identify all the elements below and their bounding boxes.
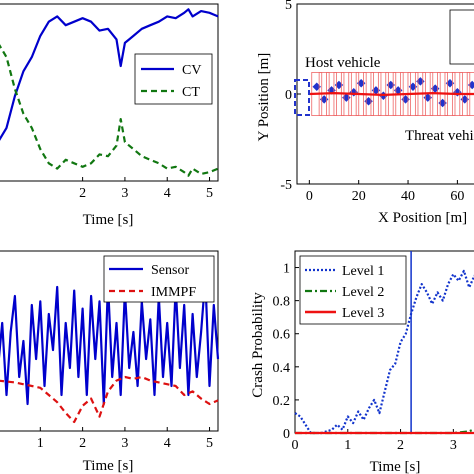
x-tick-label: 2: [397, 438, 404, 453]
data-point: [356, 78, 366, 88]
y-tick-label: 0: [283, 427, 290, 442]
x-axis-label: Time [s]: [83, 212, 134, 228]
x-tick-label: 1: [344, 438, 351, 453]
data-point: [416, 77, 425, 86]
x-tick-label: 3: [121, 436, 128, 451]
legend-label-level-2: Level 2: [342, 285, 384, 300]
legend-label-level-3: Level 3: [342, 306, 384, 321]
legend: Level 1 Level 2 Level 3: [299, 255, 407, 325]
series-line-ct: [0, 44, 219, 177]
data-point: [460, 95, 470, 104]
y-tick-label: 0: [285, 88, 292, 103]
data-point: [312, 82, 321, 92]
x-tick-label: 3: [121, 186, 128, 201]
data-point: [467, 80, 474, 90]
plot-frame: [0, 250, 219, 432]
legend-label-ct: CT: [182, 85, 200, 100]
plot-frame: [0, 3, 219, 182]
x-tick-label: 3: [450, 438, 457, 453]
series-line-series-1: [309, 91, 474, 97]
data-point: [386, 80, 396, 90]
x-tick-label: 5: [206, 436, 213, 451]
data-point: [334, 80, 344, 90]
data-point: [364, 96, 373, 106]
legend: CV CT: [134, 53, 213, 105]
annotation-host-vehicle: Host vehicle: [305, 55, 381, 71]
y-tick-label: 0.6: [273, 328, 291, 343]
x-tick-label: 2: [79, 186, 86, 201]
data-point: [453, 87, 462, 97]
legend-label-immpf: IMMPF: [151, 285, 196, 300]
x-tick-label: 5: [206, 186, 213, 201]
x-tick-label: 1: [37, 436, 44, 451]
data-point: [401, 95, 410, 104]
x-tick-label: 0: [306, 189, 313, 204]
data-point: [319, 95, 329, 104]
x-axis-label: X Position [m]: [378, 210, 467, 226]
data-point: [408, 82, 418, 92]
legend-label-sensor: Sensor: [151, 263, 189, 278]
y-tick-label: 5: [285, 0, 292, 13]
x-tick-label: 0: [292, 438, 299, 453]
y-axis-label: Crash Probability: [250, 292, 266, 398]
panel-top-right: 0 20 40 60 -5 0 5 Host vehicle Threat vehi X P…: [256, 0, 474, 226]
y-tick-label: 0.4: [273, 361, 291, 376]
panel-top-left: 2 3 4 5 CV CT Time [s]: [0, 3, 219, 228]
x-tick-label: 4: [164, 186, 171, 201]
x-tick-label: 2: [79, 436, 86, 451]
y-tick-label: -5: [280, 178, 292, 193]
data-point: [349, 87, 358, 97]
panel-bottom-left: 1 2 3 4 5 Sensor IMMPF Time [s]: [0, 250, 220, 474]
annotation-threat-vehicle: Threat vehi: [405, 128, 474, 144]
legend-box-partial: [449, 9, 474, 65]
y-tick-label: 0.2: [273, 394, 291, 409]
y-axis-label: Y Position [m]: [256, 53, 272, 142]
y-tick-label: 1: [283, 262, 290, 277]
legend-box: [134, 53, 213, 105]
legend-label-cv: CV: [182, 63, 201, 78]
data-point: [371, 86, 381, 95]
data-point: [445, 78, 455, 88]
series-line-immpf: [0, 375, 219, 424]
data-point: [430, 84, 440, 93]
legend-label-level-1: Level 1: [342, 264, 384, 279]
series-line-cv: [0, 8, 219, 141]
panel-bottom-right: 0 1 2 3 0 0.2 0.4 0.6 0.8 1 Level 1 Level 2 Level…: [250, 250, 474, 474]
x-tick-label: 20: [352, 189, 366, 204]
data-point: [438, 98, 447, 108]
x-axis-label: Time [s]: [83, 458, 134, 474]
x-tick-label: 60: [450, 189, 464, 204]
x-axis-label: Time [s]: [370, 459, 421, 474]
y-tick-label: 0.8: [273, 295, 291, 310]
legend: Sensor IMMPF: [103, 255, 215, 303]
x-tick-label: 40: [401, 189, 415, 204]
host-vehicle-box: [294, 79, 310, 116]
legend-box: [103, 255, 215, 303]
data-point: [423, 93, 433, 102]
x-tick-label: 4: [164, 436, 171, 451]
